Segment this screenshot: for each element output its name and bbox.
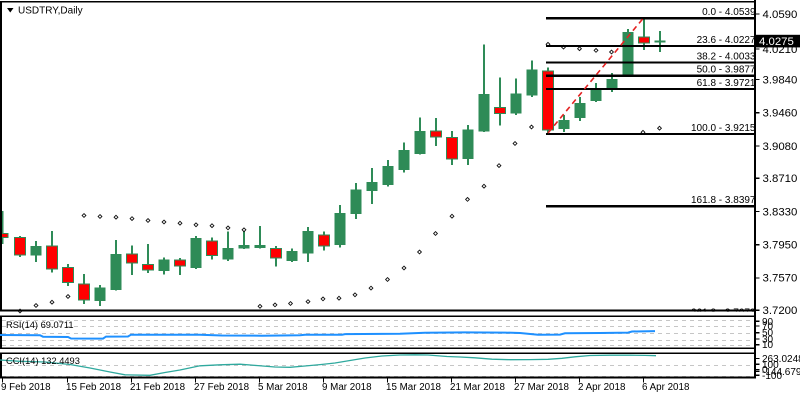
svg-text:-100: -100: [762, 371, 782, 382]
svg-text:27 Mar 2018: 27 Mar 2018: [514, 382, 570, 393]
svg-text:23.6 - 4.0227: 23.6 - 4.0227: [697, 35, 756, 46]
svg-text:61.8 - 3.9721: 61.8 - 3.9721: [697, 78, 756, 89]
svg-text:21 Mar 2018: 21 Mar 2018: [450, 382, 506, 393]
svg-text:9 Feb 2018: 9 Feb 2018: [1, 382, 51, 393]
svg-text:15 Mar 2018: 15 Mar 2018: [386, 382, 442, 393]
svg-text:100.0 - 3.9215: 100.0 - 3.9215: [691, 123, 756, 134]
svg-text:6 Apr 2018: 6 Apr 2018: [642, 382, 690, 393]
svg-text:3.7200: 3.7200: [763, 305, 798, 317]
svg-text:5 Mar 2018: 5 Mar 2018: [258, 382, 308, 393]
svg-text:3.8710: 3.8710: [763, 173, 798, 185]
svg-text:3.9460: 3.9460: [763, 108, 798, 120]
svg-text:4.0275: 4.0275: [759, 36, 794, 48]
svg-text:3.7950: 3.7950: [763, 240, 798, 252]
svg-text:38.2 - 4.0033: 38.2 - 4.0033: [697, 52, 756, 63]
svg-text:3.9080: 3.9080: [763, 141, 798, 153]
svg-text:27 Feb 2018: 27 Feb 2018: [194, 382, 250, 393]
svg-text:21 Feb 2018: 21 Feb 2018: [130, 382, 186, 393]
svg-text:3.9840: 3.9840: [763, 74, 798, 86]
svg-text:10: 10: [762, 340, 774, 351]
svg-text:161.8 - 3.8397: 161.8 - 3.8397: [691, 195, 756, 206]
svg-text:3.7570: 3.7570: [763, 273, 798, 285]
svg-text:9 Mar 2018: 9 Mar 2018: [322, 382, 372, 393]
svg-text:50.0 - 3.9877: 50.0 - 3.9877: [697, 65, 756, 76]
svg-text:RSI(14) 69.0711: RSI(14) 69.0711: [6, 320, 74, 330]
svg-text:0.0 - 4.0539: 0.0 - 4.0539: [702, 7, 756, 18]
svg-text:CCI(14) 132.4493: CCI(14) 132.4493: [6, 356, 80, 366]
svg-text:USDTRY,Daily: USDTRY,Daily: [18, 5, 83, 16]
svg-text:15 Feb 2018: 15 Feb 2018: [66, 382, 122, 393]
svg-text:2 Apr 2018: 2 Apr 2018: [578, 382, 626, 393]
svg-text:3.8330: 3.8330: [763, 206, 798, 218]
svg-text:4.0590: 4.0590: [763, 9, 798, 21]
